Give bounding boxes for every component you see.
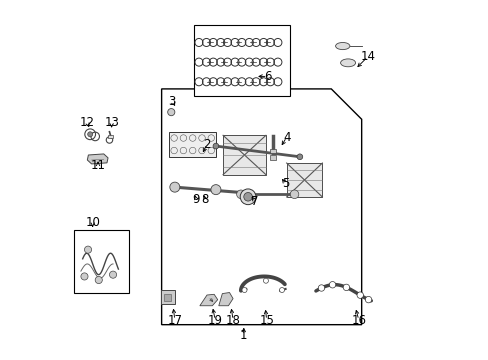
Bar: [160, 290, 175, 304]
Text: 19: 19: [207, 314, 222, 327]
Bar: [108, 135, 113, 138]
Text: 10: 10: [85, 216, 100, 229]
Circle shape: [365, 296, 371, 303]
Polygon shape: [200, 294, 217, 306]
Text: 15: 15: [259, 314, 274, 327]
Text: 18: 18: [225, 314, 240, 327]
Text: 5: 5: [281, 177, 289, 190]
Circle shape: [244, 193, 252, 201]
Text: 12: 12: [80, 116, 95, 129]
Circle shape: [213, 143, 218, 149]
Text: 13: 13: [104, 116, 119, 129]
Circle shape: [167, 109, 175, 116]
Circle shape: [109, 271, 116, 278]
Text: 9: 9: [192, 193, 200, 206]
Text: 6: 6: [264, 70, 271, 83]
Text: 17: 17: [167, 314, 182, 327]
Circle shape: [210, 185, 221, 195]
Bar: [74, 230, 129, 293]
Text: 7: 7: [251, 195, 259, 208]
Circle shape: [95, 276, 102, 284]
Circle shape: [328, 282, 335, 288]
Circle shape: [318, 285, 324, 291]
Circle shape: [296, 154, 302, 159]
Bar: [193, 24, 290, 96]
Circle shape: [356, 292, 363, 298]
Text: 14: 14: [360, 50, 374, 63]
Bar: [223, 135, 265, 175]
Circle shape: [84, 246, 91, 253]
Bar: [270, 156, 275, 160]
Circle shape: [263, 278, 268, 283]
Circle shape: [240, 189, 255, 204]
Text: 3: 3: [168, 95, 176, 108]
Circle shape: [290, 190, 298, 199]
Ellipse shape: [335, 42, 349, 50]
Circle shape: [236, 190, 244, 199]
Circle shape: [343, 284, 349, 291]
Bar: [286, 163, 322, 197]
Text: 8: 8: [201, 193, 208, 206]
Polygon shape: [162, 89, 361, 325]
Circle shape: [169, 182, 180, 192]
Text: 4: 4: [283, 131, 290, 144]
Polygon shape: [87, 154, 108, 164]
Circle shape: [279, 288, 284, 293]
Circle shape: [242, 288, 246, 293]
Text: 1: 1: [240, 329, 247, 342]
Bar: [169, 132, 216, 157]
Text: 11: 11: [90, 159, 105, 172]
Ellipse shape: [340, 59, 355, 67]
Bar: [164, 294, 171, 301]
Polygon shape: [218, 293, 233, 306]
Text: 2: 2: [203, 138, 210, 151]
Circle shape: [81, 273, 88, 280]
Circle shape: [87, 132, 93, 137]
Text: 16: 16: [350, 314, 366, 327]
Bar: [270, 149, 275, 153]
